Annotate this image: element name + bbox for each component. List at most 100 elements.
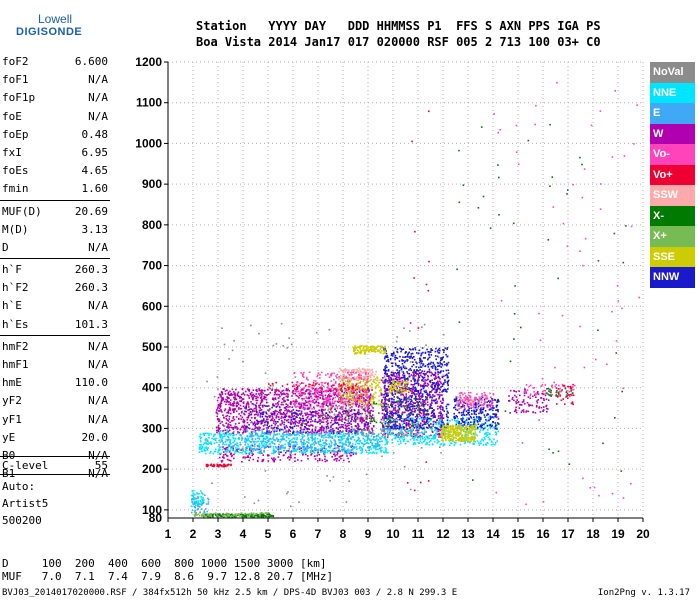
echo-point (192, 496, 195, 498)
echo-point (460, 418, 462, 420)
echo-point (319, 420, 321, 422)
echo-point (434, 428, 437, 431)
echo-point (497, 410, 499, 413)
echo-point (416, 416, 419, 418)
echo-point (388, 375, 390, 377)
echo-point (293, 434, 296, 436)
echo-point (303, 443, 305, 446)
echo-point (377, 433, 380, 435)
echo-point (412, 392, 414, 395)
echo-point (447, 416, 449, 419)
echo-point (431, 379, 433, 381)
echo-point (468, 409, 470, 412)
echo-point (455, 423, 458, 426)
echo-point (279, 441, 281, 443)
echo-point (415, 389, 417, 391)
echo-point (326, 416, 328, 419)
echo-point (387, 385, 390, 388)
echo-point (271, 415, 274, 418)
echo-point (248, 412, 250, 415)
echo-point (343, 437, 345, 440)
echo-point (429, 371, 431, 374)
echo-point (402, 374, 404, 376)
echo-point (434, 367, 437, 370)
echo-point (273, 418, 276, 421)
echo-point (403, 376, 406, 378)
echo-point (373, 439, 375, 441)
echo-point (279, 395, 281, 398)
echo-point (318, 430, 320, 432)
echo-point (534, 394, 536, 396)
echo-point (280, 417, 282, 419)
echo-point (214, 433, 216, 436)
echo-point (387, 429, 389, 431)
echo-point (247, 445, 250, 447)
echo-point (391, 389, 393, 392)
echo-point (419, 360, 422, 362)
echo-point (446, 382, 449, 385)
echo-point (313, 406, 315, 408)
echo-point (197, 500, 199, 502)
echo-point (468, 423, 470, 425)
echo-point (286, 411, 289, 413)
echo-point (276, 410, 278, 413)
echo-point (331, 430, 333, 433)
echo-point (287, 393, 289, 396)
echo-point (265, 416, 268, 418)
echo-point (321, 412, 324, 415)
echo-point (216, 429, 218, 432)
echo-point (404, 387, 406, 389)
echo-point (400, 366, 402, 368)
echo-point (273, 393, 276, 396)
echo-point (277, 456, 280, 458)
echo-point (275, 414, 278, 417)
param-value: N/A (88, 91, 108, 105)
echo-point (262, 435, 265, 438)
echo-point (411, 389, 414, 391)
echo-point (221, 393, 224, 395)
echo-point (436, 368, 439, 371)
echo-point (390, 421, 393, 423)
echo-point (417, 421, 420, 423)
echo-point (278, 433, 281, 435)
echo-point (433, 374, 435, 377)
echo-point (291, 434, 293, 436)
echo-point (199, 500, 202, 502)
echo-point (292, 415, 294, 418)
echo-point (431, 399, 433, 401)
echo-point (323, 450, 325, 452)
echo-point (438, 387, 441, 390)
echo-point (517, 401, 519, 404)
echo-point (547, 408, 549, 410)
echo-point (525, 410, 528, 412)
echo-point (246, 421, 249, 424)
echo-point (431, 411, 433, 414)
echo-point (314, 458, 317, 460)
echo-point (434, 434, 436, 437)
echo-point (441, 358, 443, 361)
echo-point (251, 437, 254, 440)
echo-point (311, 430, 314, 433)
echo-point (229, 390, 231, 393)
echo-point (231, 454, 233, 457)
echo-point (366, 415, 369, 418)
echo-point (437, 422, 440, 424)
echo-point (233, 398, 236, 401)
echo-point (242, 431, 245, 434)
echo-point (392, 423, 394, 426)
echo-point (256, 433, 259, 435)
echo-point (407, 352, 410, 355)
echo-point (338, 445, 340, 448)
echo-point (434, 429, 436, 432)
echo-point (383, 428, 386, 431)
echo-point (238, 407, 240, 409)
echo-point (424, 423, 427, 425)
echo-point (329, 436, 332, 438)
echo-point (228, 444, 230, 446)
echo-point (446, 347, 449, 349)
echo-point (246, 447, 248, 450)
echo-point (300, 410, 303, 413)
echo-point (243, 412, 245, 415)
echo-point (419, 415, 421, 417)
